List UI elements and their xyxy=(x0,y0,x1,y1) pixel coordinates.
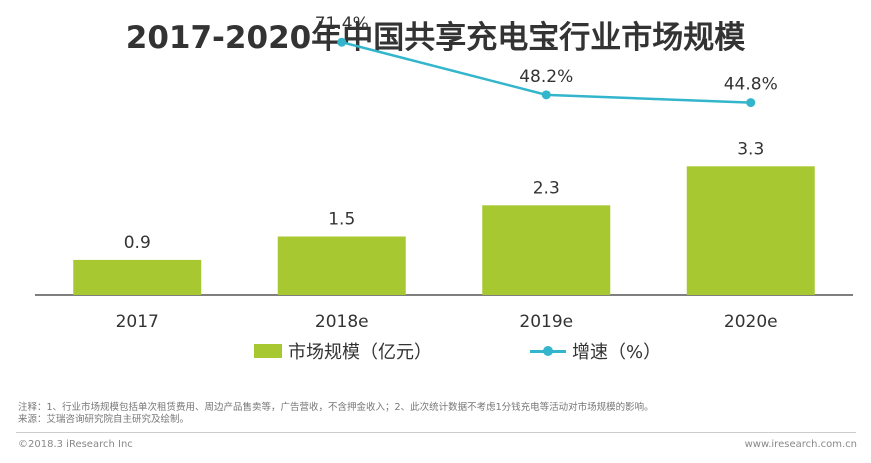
footnote: 注释：1、行业市场规模包括单次租赁费用、周边产品售卖等，广告营收，不含押金收入；… xyxy=(18,402,858,426)
growth-point xyxy=(337,37,347,47)
footnote-line-2: 来源：艾瑞咨询研究院自主研究及绘制。 xyxy=(18,414,190,425)
growth-point xyxy=(746,98,756,108)
x-tick-label: 2018e xyxy=(315,312,369,332)
footer-divider xyxy=(16,432,856,433)
chart-title: 2017-2020年中国共享充电宝行业市场规模 xyxy=(125,20,746,56)
growth-point xyxy=(541,90,551,100)
x-tick-label: 2019e xyxy=(519,312,573,332)
bar-2018e xyxy=(277,236,406,295)
legend-item-market-size: 市场规模（亿元） xyxy=(254,336,432,366)
bar-value-label: 1.5 xyxy=(328,210,355,230)
legend-line-swatch xyxy=(530,344,566,358)
growth-value-label: 44.8% xyxy=(724,75,778,95)
copyright: ©2018.3 iResearch Inc xyxy=(18,439,133,450)
bar-2020e xyxy=(686,166,815,295)
bar-2019e xyxy=(482,205,611,295)
bar-value-label: 2.3 xyxy=(533,178,560,198)
chart-canvas: 0.9 2017 1.5 2018e 2.3 2019e 3.3 2020e 71.4% 48.2… xyxy=(35,14,853,332)
legend-line-marker xyxy=(543,346,553,356)
x-tick-label: 2017 xyxy=(116,312,159,332)
bar-value-label: 0.9 xyxy=(124,233,151,253)
growth-value-label: 71.4% xyxy=(315,14,369,34)
website-url: www.iresearch.com.cn xyxy=(744,439,857,450)
footnote-line-1: 注释：1、行业市场规模包括单次租赁费用、周边产品售卖等，广告营收，不含押金收入；… xyxy=(18,402,654,413)
bar-2017 xyxy=(73,259,202,295)
growth-value-label: 48.2% xyxy=(519,67,573,87)
bar-value-label: 3.3 xyxy=(737,139,764,159)
legend: 市场规模（亿元） 增速（%） xyxy=(0,336,871,366)
legend-bar-swatch xyxy=(254,344,282,358)
x-tick-label: 2020e xyxy=(724,312,778,332)
legend-label-growth: 增速（%） xyxy=(572,342,662,363)
legend-item-growth: 增速（%） xyxy=(530,336,661,366)
legend-label-market-size: 市场规模（亿元） xyxy=(288,342,432,363)
